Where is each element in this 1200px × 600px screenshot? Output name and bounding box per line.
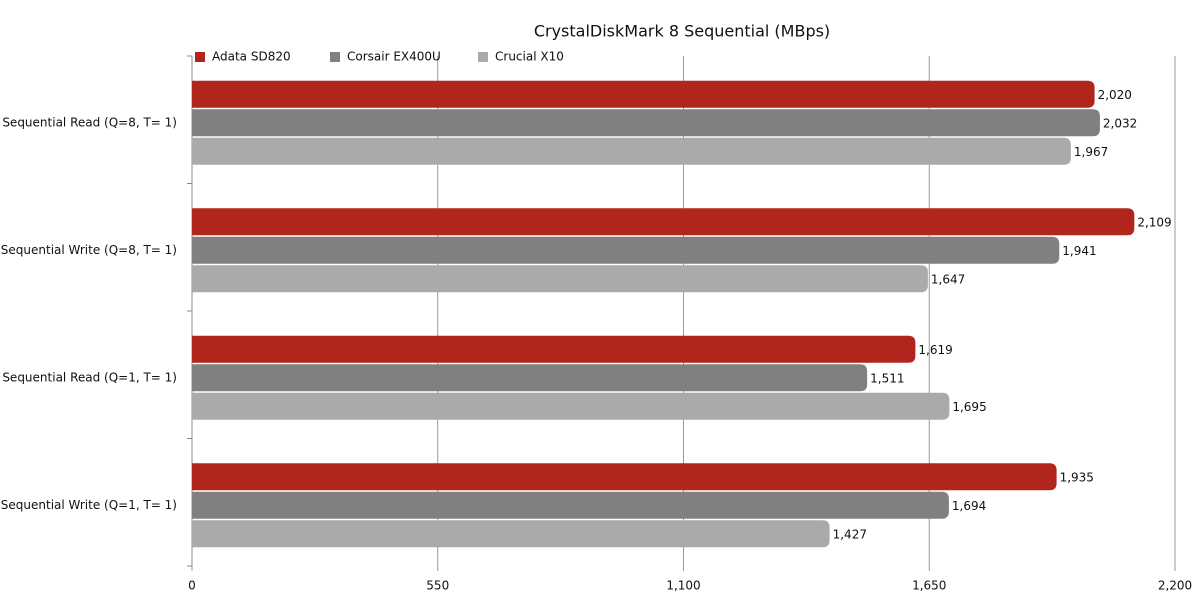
data-label: 1,619: [918, 343, 952, 357]
x-tick-label: 2,200: [1158, 579, 1192, 593]
data-label: 1,935: [1060, 470, 1094, 484]
bar: [192, 364, 868, 392]
y-tick-label: Sequential Read (Q=1, T= 1): [2, 370, 177, 384]
bar: [192, 520, 830, 548]
data-label: 2,032: [1103, 116, 1137, 130]
data-label: 1,427: [833, 527, 867, 541]
legend-label: Crucial X10: [495, 50, 564, 64]
bar: [192, 491, 949, 519]
x-tick-label: 550: [426, 579, 449, 593]
y-tick-label: Sequential Write (Q=1, T= 1): [1, 498, 177, 512]
data-label: 1,647: [931, 272, 965, 286]
bar: [192, 208, 1135, 236]
data-label: 2,020: [1098, 88, 1132, 102]
x-tick-label: 1,650: [912, 579, 946, 593]
bar: [192, 137, 1071, 165]
legend-label: Adata SD820: [212, 50, 291, 64]
legend-swatch: [478, 52, 488, 62]
bar: [192, 109, 1100, 137]
bar: [192, 335, 916, 363]
data-label: 1,694: [952, 499, 986, 513]
data-label: 2,109: [1137, 215, 1171, 229]
data-label: 1,941: [1062, 244, 1096, 258]
legend-label: Corsair EX400U: [347, 50, 441, 64]
bar: [192, 265, 928, 293]
data-label: 1,967: [1074, 145, 1108, 159]
chart-title: CrystalDiskMark 8 Sequential (MBps): [534, 22, 830, 41]
data-label: 1,511: [870, 371, 904, 385]
bar: [192, 463, 1057, 491]
legend-swatch: [330, 52, 340, 62]
x-tick-label: 1,100: [666, 579, 700, 593]
bar: [192, 392, 950, 420]
bar: [192, 236, 1060, 264]
data-label: 1,695: [952, 400, 986, 414]
x-tick-label: 0: [188, 579, 196, 593]
legend-swatch: [195, 52, 205, 62]
y-tick-label: Sequential Read (Q=8, T= 1): [2, 115, 177, 129]
y-tick-label: Sequential Write (Q=8, T= 1): [1, 243, 177, 257]
bar: [192, 80, 1095, 108]
